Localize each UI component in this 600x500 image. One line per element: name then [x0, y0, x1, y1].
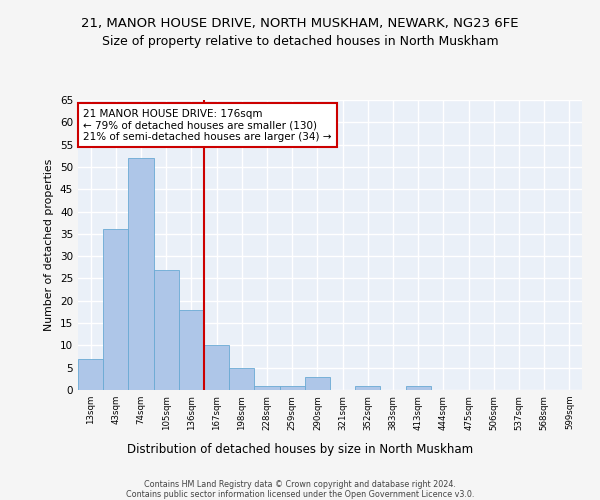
Text: Distribution of detached houses by size in North Muskham: Distribution of detached houses by size …	[127, 442, 473, 456]
Bar	[406, 386, 431, 390]
Bar	[204, 346, 229, 390]
Bar	[305, 376, 330, 390]
Bar	[355, 386, 380, 390]
Text: Contains HM Land Registry data © Crown copyright and database right 2024.
Contai: Contains HM Land Registry data © Crown c…	[126, 480, 474, 500]
Y-axis label: Number of detached properties: Number of detached properties	[44, 159, 55, 331]
Bar	[78, 359, 103, 390]
Text: 21 MANOR HOUSE DRIVE: 176sqm
← 79% of detached houses are smaller (130)
21% of s: 21 MANOR HOUSE DRIVE: 176sqm ← 79% of de…	[83, 108, 332, 142]
Bar	[229, 368, 254, 390]
Text: Size of property relative to detached houses in North Muskham: Size of property relative to detached ho…	[101, 35, 499, 48]
Text: 21, MANOR HOUSE DRIVE, NORTH MUSKHAM, NEWARK, NG23 6FE: 21, MANOR HOUSE DRIVE, NORTH MUSKHAM, NE…	[81, 18, 519, 30]
Bar	[254, 386, 280, 390]
Bar	[128, 158, 154, 390]
Bar	[103, 230, 128, 390]
Bar	[154, 270, 179, 390]
Bar	[179, 310, 204, 390]
Bar	[280, 386, 305, 390]
